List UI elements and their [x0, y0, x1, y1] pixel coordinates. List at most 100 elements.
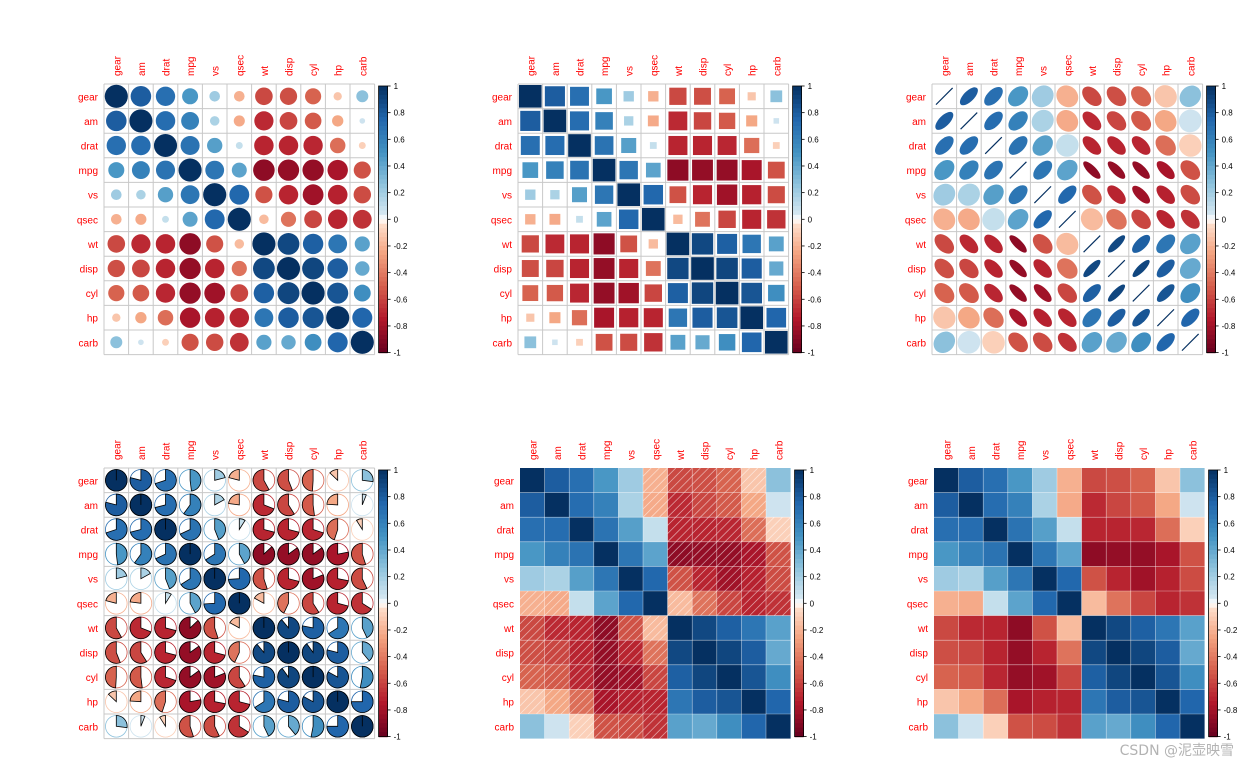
cell-am-mpg [183, 493, 202, 517]
row-label: disp [494, 265, 513, 276]
colorbar-segment [794, 589, 804, 596]
cell-wt-cyl [717, 233, 738, 254]
colorbar-segment [378, 277, 388, 283]
cell-hp-am [135, 312, 147, 324]
colorbar-tick-label: 0.2 [1224, 573, 1236, 582]
cell-hp-vs-hatch [626, 697, 644, 715]
cell-disp-gear-hatch [519, 639, 529, 649]
cell-qsec-carb-hatch [782, 607, 791, 616]
colorbar-tick-label: 1 [1222, 82, 1227, 91]
cell-gear-disp-hatch [708, 484, 718, 493]
colorbar-segment [378, 112, 388, 118]
column-label: cyl [723, 64, 734, 76]
cell-wt-am-hatch [552, 623, 570, 641]
cell-gear-hp [1154, 85, 1177, 108]
colorbar-segment [792, 223, 802, 229]
colorbar-segment [792, 281, 802, 287]
cell-qsec-drat [162, 215, 169, 223]
cell-qsec-wt-hatch [667, 590, 677, 600]
cell-vs-gear [934, 566, 959, 591]
cell-vs-wt [255, 186, 273, 204]
cell-mpg-cyl-hatch [716, 541, 726, 551]
column-label: am [551, 62, 562, 76]
colorbar-segment [792, 294, 802, 300]
cell-disp-drat [984, 259, 1003, 278]
row-label: am [914, 501, 928, 512]
column-label: qsec [651, 439, 662, 460]
cell-mpg-cyl [301, 542, 325, 566]
cell-hp-qsec [1058, 308, 1077, 327]
cell-qsec-disp [1106, 591, 1131, 616]
cell-hp-wt [667, 689, 693, 714]
cell-mpg-wt [253, 159, 275, 181]
cell-mpg-drat [984, 160, 1003, 180]
cell-hp-am [958, 689, 984, 714]
colorbar-tick-label: -0.2 [808, 242, 822, 251]
cell-disp-hp [326, 641, 349, 664]
colorbar-segment [378, 612, 388, 618]
cell-vs-cyl [1132, 185, 1151, 204]
cell-carb-vs-hatch [618, 713, 636, 731]
cell-qsec-drat [982, 208, 1005, 231]
colorbar-segment [378, 254, 388, 260]
row-label: disp [80, 265, 99, 276]
row-label: disp [910, 649, 929, 660]
cell-qsec-wt [673, 214, 683, 224]
row-label: wt [503, 624, 514, 635]
cell-disp-wt [667, 640, 693, 665]
cell-drat-disp [692, 135, 713, 156]
cell-qsec-disp [277, 592, 289, 614]
cell-cyl-carb [359, 665, 374, 689]
column-label: am [137, 62, 148, 76]
cell-cyl-vs [618, 282, 639, 304]
colorbar-segment [378, 527, 388, 533]
cell-am-hp-hatch [741, 492, 759, 510]
cell-am-hp-hatch [741, 492, 750, 502]
cell-drat-disp [1106, 517, 1131, 542]
cell-cyl-drat [154, 665, 177, 689]
cell-vs-drat [571, 187, 588, 203]
column-label: qsec [649, 55, 660, 76]
colorbar-segment [378, 647, 388, 653]
cell-mpg-disp [692, 159, 713, 181]
colorbar-segment [378, 192, 388, 198]
cell-gear-am [959, 87, 978, 106]
cell-qsec-gear [525, 214, 536, 225]
column-label: disp [1113, 57, 1124, 76]
cell-cyl-cyl [301, 281, 325, 305]
cell-qsec-cyl [1130, 591, 1156, 616]
colorbar-segment [794, 492, 804, 498]
colorbar-segment [1208, 549, 1218, 556]
cell-drat-disp [277, 518, 300, 541]
cell-gear-mpg [182, 88, 199, 105]
colorbar-tick-label: -0.6 [394, 295, 408, 304]
colorbar-segment [378, 478, 388, 484]
cell-disp-cyl [716, 257, 738, 280]
colorbar-segment [378, 294, 388, 300]
cell-wt-vs-hatch [626, 623, 644, 641]
colorbar-segment [378, 179, 388, 185]
cell-wt-mpg-hatch [593, 615, 603, 625]
cell-drat-cyl [301, 518, 324, 541]
colorbar-segment [792, 188, 802, 194]
cell-drat-cyl-hatch [716, 516, 726, 526]
cell-vs-hp [326, 567, 349, 590]
cell-disp-vs-hatch [618, 639, 627, 649]
row-label: gear [906, 92, 927, 103]
cell-vs-cyl-hatch [716, 566, 742, 592]
cell-mpg-mpg [1009, 161, 1027, 179]
colorbar-segment [794, 652, 804, 658]
cell-qsec-vs [1033, 210, 1052, 229]
colorbar-segment [378, 581, 388, 587]
cell-hp-am-hatch [544, 689, 570, 715]
cell-wt-disp [1107, 235, 1126, 253]
colorbar-segment [378, 339, 388, 345]
colorbar-segment [378, 143, 388, 149]
cell-hp-vs-hatch [618, 689, 636, 707]
cell-qsec-cyl-hatch [732, 607, 742, 616]
cell-disp-hp [741, 258, 762, 279]
colorbar-segment [792, 272, 802, 278]
cell-mpg-wt-hatch [675, 549, 693, 567]
cell-hp-qsec-hatch [642, 689, 652, 698]
